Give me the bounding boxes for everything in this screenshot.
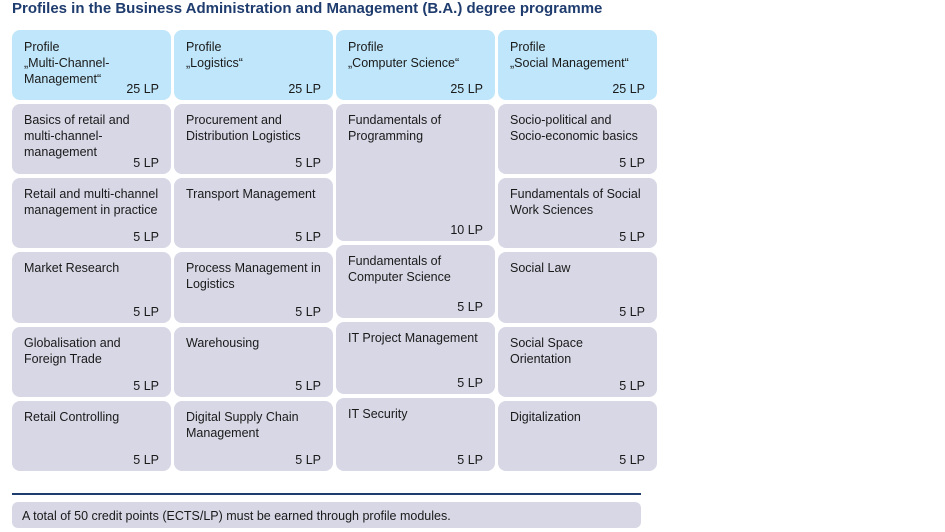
module-credits: 5 LP (133, 230, 159, 245)
profile-credits: 25 LP (126, 82, 159, 96)
module-card: Fundamentals of Programming 10 LP (336, 104, 495, 242)
module-card: Fundamentals of Computer Science 5 LP (336, 245, 495, 318)
module-name: Basics of retail and multi-channel-manag… (24, 113, 130, 159)
module-list: Basics of retail and multi-channel-manag… (12, 104, 171, 472)
profile-credits: 25 LP (450, 82, 483, 96)
module-credits: 5 LP (295, 156, 321, 171)
profile-column: Profile „Logistics“ 25 LP Procurement and D… (174, 30, 333, 472)
divider (12, 493, 641, 495)
module-card: Warehousing 5 LP (174, 326, 333, 397)
profile-label: Profile (510, 40, 546, 54)
module-credits: 5 LP (133, 156, 159, 171)
module-name: Digital Supply Chain Management (186, 409, 299, 440)
module-name: Globalisation and Foreign Trade (24, 335, 121, 366)
module-name: Warehousing (186, 335, 260, 350)
module-card: Social Law 5 LP (498, 252, 657, 323)
module-name: Market Research (24, 261, 120, 276)
module-card: Process Management in Logistics 5 LP (174, 252, 333, 323)
module-name: Procurement and Distribution Logistics (186, 113, 301, 143)
module-card: Transport Management 5 LP (174, 178, 333, 249)
module-card: Basics of retail and multi-channel-manag… (12, 104, 171, 175)
module-credits: 5 LP (295, 304, 321, 319)
module-credits: 5 LP (619, 230, 645, 245)
module-name: Digitalization (510, 409, 581, 424)
profile-header: Profile „Logistics“ 25 LP (174, 30, 333, 100)
module-name: Process Management in Logistics (186, 261, 321, 292)
module-name: Transport Management (186, 187, 316, 202)
footer-note: A total of 50 credit points (ECTS/LP) mu… (12, 502, 641, 528)
module-credits: 5 LP (457, 452, 483, 467)
module-list: Procurement and Distribution Logistics 5 … (174, 104, 333, 472)
module-card: Digitalization 5 LP (498, 400, 657, 472)
profile-name: „Multi-Channel-Management“ (24, 56, 110, 86)
module-name: Retail Controlling (24, 409, 120, 424)
module-credits: 5 LP (295, 453, 321, 468)
module-name: Social Space Orientation (510, 335, 583, 366)
profile-name: „Logistics“ (186, 56, 243, 70)
module-card: IT Project Management 5 LP (336, 321, 495, 395)
module-name: Fundamentals of Computer Science (348, 254, 451, 285)
module-name: IT Project Management (348, 330, 478, 345)
module-credits: 5 LP (133, 453, 159, 468)
profile-header: Profile „Computer Science“ 25 LP (336, 30, 495, 100)
module-credits: 5 LP (295, 230, 321, 245)
module-name: Socio-political and Socio-economic basic… (510, 113, 638, 143)
module-credits: 5 LP (133, 378, 159, 393)
module-credits: 5 LP (457, 299, 483, 314)
profile-label: Profile (348, 40, 384, 54)
module-credits: 5 LP (133, 304, 159, 319)
module-name: Fundamentals of Programming (348, 113, 442, 143)
module-card: Retail Controlling 5 LP (12, 400, 171, 472)
profile-column: Profile „Computer Science“ 25 LP Fundamenta… (336, 30, 495, 471)
module-credits: 5 LP (619, 156, 645, 171)
profile-name: „Social Management“ (510, 56, 629, 70)
module-name: IT Security (348, 407, 408, 422)
profile-column: Profile „Social Management“ 25 LP Socio-pol… (498, 30, 657, 472)
profile-label: Profile (24, 40, 60, 54)
module-card: Globalisation and Foreign Trade 5 LP (12, 326, 171, 397)
module-card: Market Research 5 LP (12, 252, 171, 323)
module-card: Procurement and Distribution Logistics 5 … (174, 104, 333, 175)
title: Profiles in the Business Administration … (12, 0, 603, 17)
module-card: Fundamentals of Social Work Sciences 5 LP (498, 178, 657, 249)
module-card: Social Space Orientation 5 LP (498, 326, 657, 397)
module-card: IT Security 5 LP (336, 398, 495, 471)
module-credits: 5 LP (295, 378, 321, 393)
profile-grid: Profile „Multi-Channel-Management“ 25 LP Ba… (12, 30, 657, 472)
module-list: Fundamentals of Programming 10 LP Fundamen… (336, 104, 495, 471)
module-name: Social Law (510, 261, 571, 276)
profile-credits: 25 LP (288, 82, 321, 96)
module-credits: 10 LP (450, 223, 483, 238)
module-credits: 5 LP (457, 376, 483, 391)
profile-header: Profile „Social Management“ 25 LP (498, 30, 657, 100)
module-credits: 5 LP (619, 378, 645, 393)
module-name: Retail and multi-channel management in p… (24, 187, 159, 218)
module-credits: 5 LP (619, 304, 645, 319)
profile-name: „Computer Science“ (348, 56, 460, 70)
profile-header: Profile „Multi-Channel-Management“ 25 LP (12, 30, 171, 100)
module-list: Socio-political and Socio-economic basic… (498, 104, 657, 472)
module-name: Fundamentals of Social Work Sciences (510, 187, 641, 218)
profile-column: Profile „Multi-Channel-Management“ 25 LP Ba… (12, 30, 171, 472)
profile-label: Profile (186, 40, 222, 54)
profile-credits: 25 LP (612, 82, 645, 96)
module-card: Digital Supply Chain Management 5 LP (174, 400, 333, 472)
module-credits: 5 LP (619, 453, 645, 468)
module-card: Socio-political and Socio-economic basic… (498, 104, 657, 175)
module-card: Retail and multi-channel management in p… (12, 178, 171, 249)
